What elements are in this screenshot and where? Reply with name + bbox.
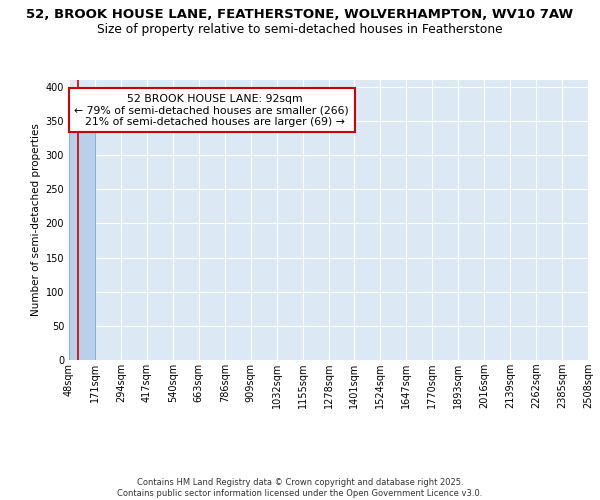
Bar <box>69 131 95 360</box>
Text: 52, BROOK HOUSE LANE, FEATHERSTONE, WOLVERHAMPTON, WV10 7AW: 52, BROOK HOUSE LANE, FEATHERSTONE, WOLV… <box>26 8 574 20</box>
Text: 52 BROOK HOUSE LANE: 92sqm
← 79% of semi-detached houses are smaller (266)
  21%: 52 BROOK HOUSE LANE: 92sqm ← 79% of semi… <box>74 94 349 127</box>
Text: Size of property relative to semi-detached houses in Featherstone: Size of property relative to semi-detach… <box>97 22 503 36</box>
Y-axis label: Number of semi-detached properties: Number of semi-detached properties <box>31 124 41 316</box>
Text: Contains HM Land Registry data © Crown copyright and database right 2025.
Contai: Contains HM Land Registry data © Crown c… <box>118 478 482 498</box>
